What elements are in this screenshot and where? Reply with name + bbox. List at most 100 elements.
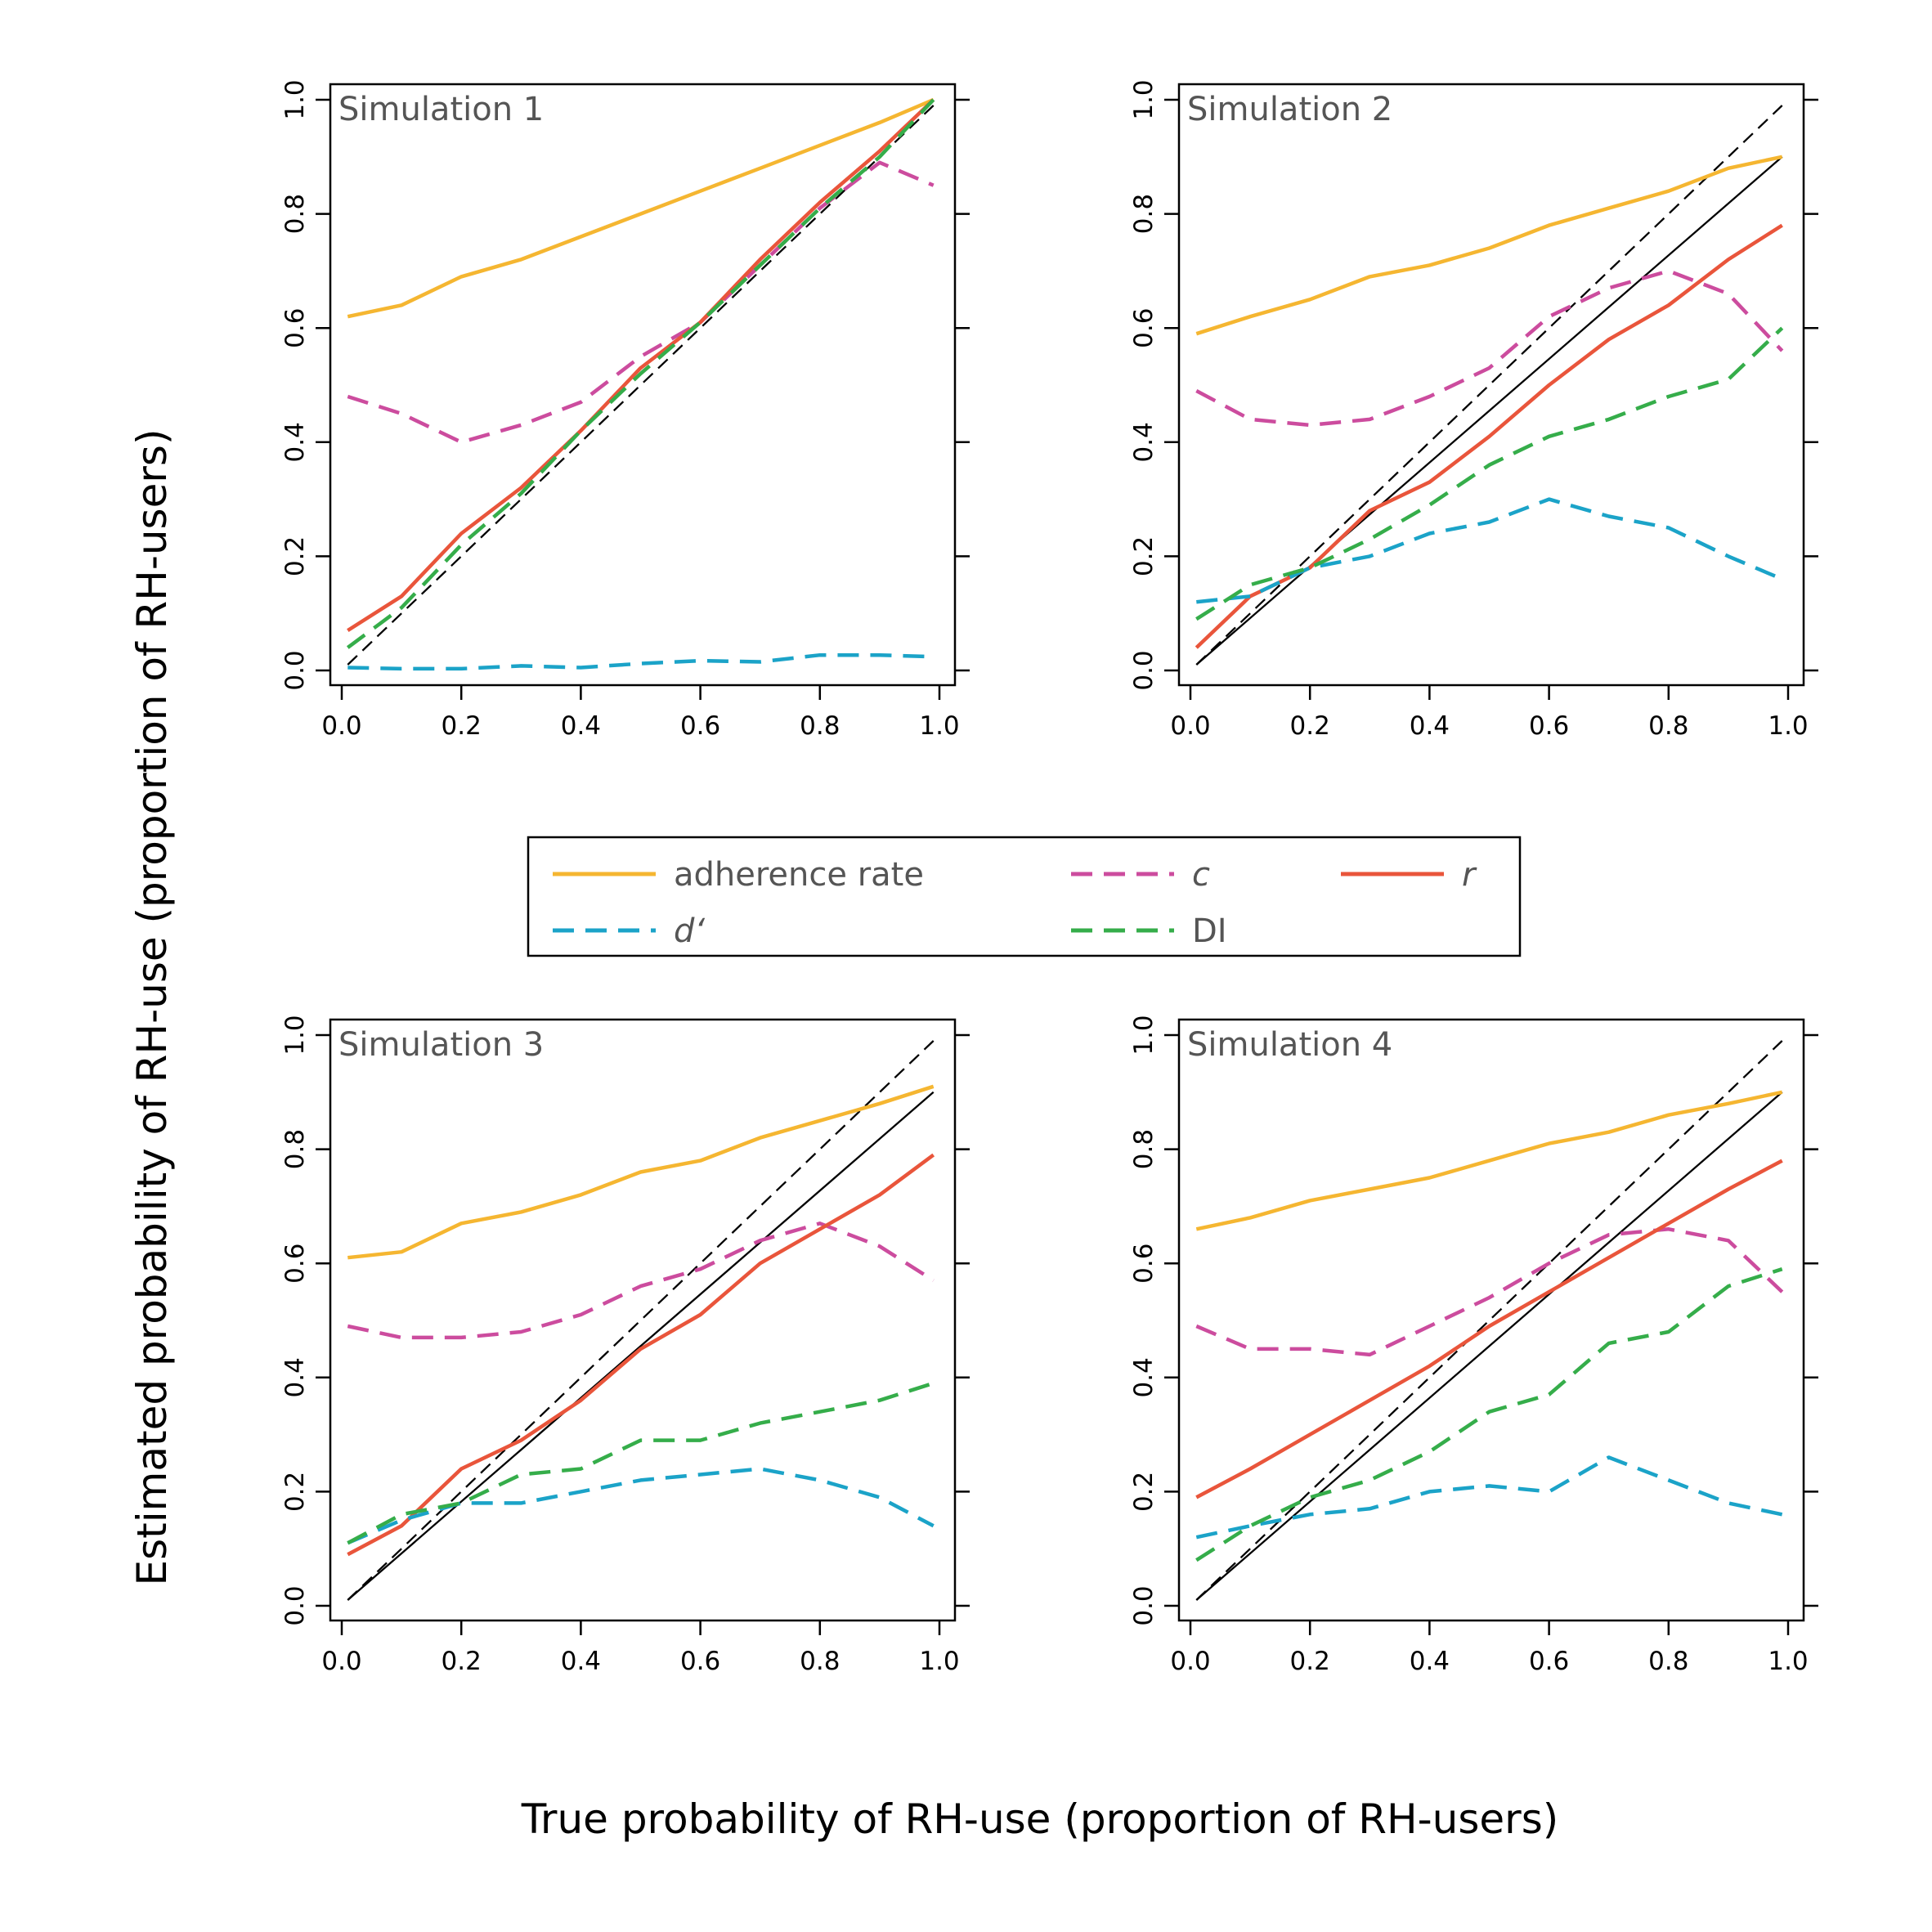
y-tick-label: 0.0 [280, 650, 310, 690]
y-tick-label: 1.0 [280, 1015, 310, 1055]
y-tick-label: 0.4 [280, 422, 310, 462]
series-line-r [1195, 1159, 1783, 1499]
y-tick-label: 1.0 [1129, 79, 1159, 119]
figure-xlabel: True probability of RH-use (proportion o… [521, 1795, 1559, 1843]
panel-simulation-4: 0.0 0.2 0.4 0.6 0.8 1.0 0.0 0.2 0.4 0.6 0.8 1.0 Simu… [1129, 1015, 1818, 1676]
series-line-r [347, 1153, 935, 1557]
y-tick-label: 0.0 [1129, 650, 1159, 690]
plot-frame [329, 1018, 957, 1622]
x-tick-label: 0.6 [680, 711, 720, 741]
reference-line-solid [1195, 155, 1783, 666]
y-tick-label: 0.8 [280, 1129, 310, 1169]
y-tick-label: 0.4 [1129, 422, 1159, 462]
series-line-c [1195, 269, 1784, 428]
reference-line-solid [1195, 1091, 1783, 1601]
x-tick-label: 0.6 [1529, 1647, 1569, 1676]
x-tick-label: 0.2 [1290, 711, 1330, 741]
legend: adherence rate c r d‘ DI [527, 836, 1522, 957]
series-line-adherence [347, 97, 935, 319]
x-tick-label: 0.8 [800, 711, 840, 741]
y-tick-label: 0.0 [280, 1585, 310, 1625]
legend-label: DI [1192, 912, 1227, 950]
panels: 0.0 0.2 0.4 0.6 0.8 1.0 0.0 0.2 0.4 0.6 0.8 1.0 Simu… [280, 79, 1818, 1676]
series-line-DI [346, 98, 935, 649]
y-tick-label: 1.0 [1129, 1015, 1159, 1055]
legend-item-dprime: d‘ [553, 912, 705, 950]
plot-frame [1177, 1018, 1805, 1622]
series-line-dprime [347, 1467, 935, 1545]
x-tick-label: 0.0 [1170, 1647, 1210, 1676]
panel-simulation-3: 0.0 0.2 0.4 0.6 0.8 1.0 0.0 0.2 0.4 0.6 0.8 1.0 Simu… [280, 1015, 970, 1676]
x-tick-label: 1.0 [919, 1647, 959, 1676]
y-tick-label: 0.6 [280, 1244, 310, 1284]
x-tick-label: 0.2 [442, 711, 482, 741]
x-tick-label: 0.4 [561, 711, 601, 741]
series-line-c [347, 1222, 935, 1340]
y-tick-label: 0.8 [1129, 1129, 1159, 1169]
series-line-dprime [1195, 1455, 1783, 1540]
legend-item-r: r [1341, 856, 1477, 894]
y-tick-label: 0.6 [280, 308, 310, 348]
reference-line-solid [347, 1091, 935, 1601]
y-tick-label: 0.4 [280, 1357, 310, 1397]
series-line-DI [347, 1381, 935, 1545]
y-tick-label: 0.2 [280, 536, 310, 576]
x-tick-label: 0.2 [442, 1647, 482, 1676]
series-line-dprime [347, 652, 934, 671]
x-tick-label: 0.8 [800, 1647, 840, 1676]
x-tick-label: 0.6 [1529, 711, 1569, 741]
panel-title: Simulation 4 [1187, 1026, 1392, 1064]
legend-item-DI: DI [1071, 912, 1227, 950]
reference-line-dashed [347, 105, 935, 666]
y-tick-label: 0.8 [1129, 194, 1159, 234]
x-tick-label: 1.0 [919, 711, 959, 741]
x-tick-label: 0.4 [1410, 1647, 1450, 1676]
x-tick-label: 0.4 [1410, 711, 1450, 741]
y-tick-label: 0.8 [280, 194, 310, 234]
plot-frame [1177, 83, 1805, 687]
series-line-c [347, 160, 935, 445]
x-tick-label: 0.8 [1648, 1647, 1688, 1676]
series-line-adherence [347, 1084, 935, 1260]
legend-item-adherence: adherence rate [553, 856, 924, 894]
series-line-DI [1195, 326, 1784, 621]
figure-ylabel: Estimated probability of RH-use (proport… [128, 429, 176, 1586]
y-tick-label: 0.2 [280, 1472, 310, 1512]
x-tick-label: 0.0 [1170, 711, 1210, 741]
y-tick-label: 0.6 [1129, 1244, 1159, 1284]
panel-simulation-2: 0.0 0.2 0.4 0.6 0.8 1.0 0.0 0.2 0.4 0.6 0.8 1.0 Simu… [1129, 79, 1818, 741]
series-line-dprime [1196, 497, 1783, 604]
legend-label: d‘ [674, 912, 705, 950]
series-line-r [347, 98, 935, 632]
x-tick-label: 0.0 [321, 1647, 361, 1676]
legend-label: r [1462, 856, 1477, 894]
y-tick-label: 1.0 [280, 79, 310, 119]
y-tick-label: 0.2 [1129, 536, 1159, 576]
x-tick-label: 0.8 [1648, 711, 1688, 741]
legend-label: c [1192, 856, 1210, 894]
y-tick-label: 0.6 [1129, 308, 1159, 348]
panel-title: Simulation 3 [338, 1026, 544, 1064]
series-line-adherence [1195, 1090, 1783, 1231]
x-tick-label: 0.4 [561, 1647, 601, 1676]
series-line-DI [1195, 1267, 1783, 1562]
panel-simulation-1: 0.0 0.2 0.4 0.6 0.8 1.0 0.0 0.2 0.4 0.6 0.8 1.0 Simu… [280, 79, 970, 741]
y-tick-label: 0.0 [1129, 1585, 1159, 1625]
legend-item-c: c [1071, 856, 1210, 894]
x-tick-label: 1.0 [1768, 1647, 1808, 1676]
panel-title: Simulation 1 [338, 91, 544, 128]
y-tick-label: 0.2 [1129, 1472, 1159, 1512]
series-line-adherence [1195, 155, 1783, 336]
x-tick-label: 1.0 [1768, 711, 1808, 741]
x-tick-label: 0.0 [321, 711, 361, 741]
x-tick-label: 0.2 [1290, 1647, 1330, 1676]
plot-frame [329, 83, 957, 687]
y-tick-label: 0.4 [1129, 1357, 1159, 1397]
legend-label: adherence rate [674, 856, 924, 894]
panel-title: Simulation 2 [1187, 91, 1392, 128]
series-line-c [1195, 1227, 1784, 1357]
x-tick-label: 0.6 [680, 1647, 720, 1676]
legend-box [527, 836, 1522, 957]
